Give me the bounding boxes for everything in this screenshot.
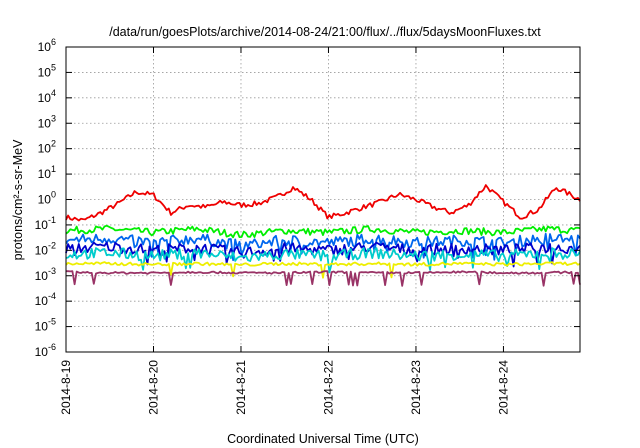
y-tick-label: 103 [38, 113, 56, 130]
x-tick-label: 2014-8-21 [234, 360, 248, 415]
series-line-4 [65, 247, 581, 274]
y-tick-label: 10-2 [35, 240, 56, 257]
y-tick-label: 10-1 [35, 215, 56, 232]
y-tick-label: 10-4 [35, 291, 56, 308]
x-tick-label: 2014-8-19 [59, 360, 73, 415]
y-tick-label: 104 [38, 88, 56, 105]
x-tick-label: 2014-8-20 [146, 360, 160, 415]
series-line-2 [65, 232, 581, 262]
y-tick-label: 102 [38, 139, 56, 156]
y-tick-label: 10-5 [35, 317, 56, 334]
y-tick-label: 100 [38, 190, 56, 207]
series-line-0 [65, 184, 581, 222]
x-tick-label: 2014-8-22 [321, 360, 335, 415]
series-line-1 [65, 224, 581, 239]
series-group [65, 184, 581, 287]
y-tick-label: 101 [38, 164, 56, 181]
y-tick-label: 105 [38, 62, 56, 79]
y-tick-label: 106 [38, 37, 56, 54]
series-line-5 [65, 261, 581, 279]
series-line-6 [66, 270, 581, 287]
plot-frame [65, 46, 581, 353]
chart-title: /data/run/goesPlots/archive/2014-08-24/2… [109, 25, 541, 39]
x-tick-label: 2014-8-24 [496, 360, 510, 415]
y-tick-label: 10-6 [35, 342, 56, 359]
x-tick-label: 2014-8-23 [409, 360, 423, 415]
y-tick-label: 10-3 [35, 266, 56, 283]
x-axis: 2014-8-19 2014-8-20 2014-8-21 2014-8-22 2014… [59, 47, 510, 415]
x-axis-label: Coordinated Universal Time (UTC) [227, 432, 419, 446]
y-axis-label: protons/cm²-s-sr-MeV [11, 139, 25, 261]
